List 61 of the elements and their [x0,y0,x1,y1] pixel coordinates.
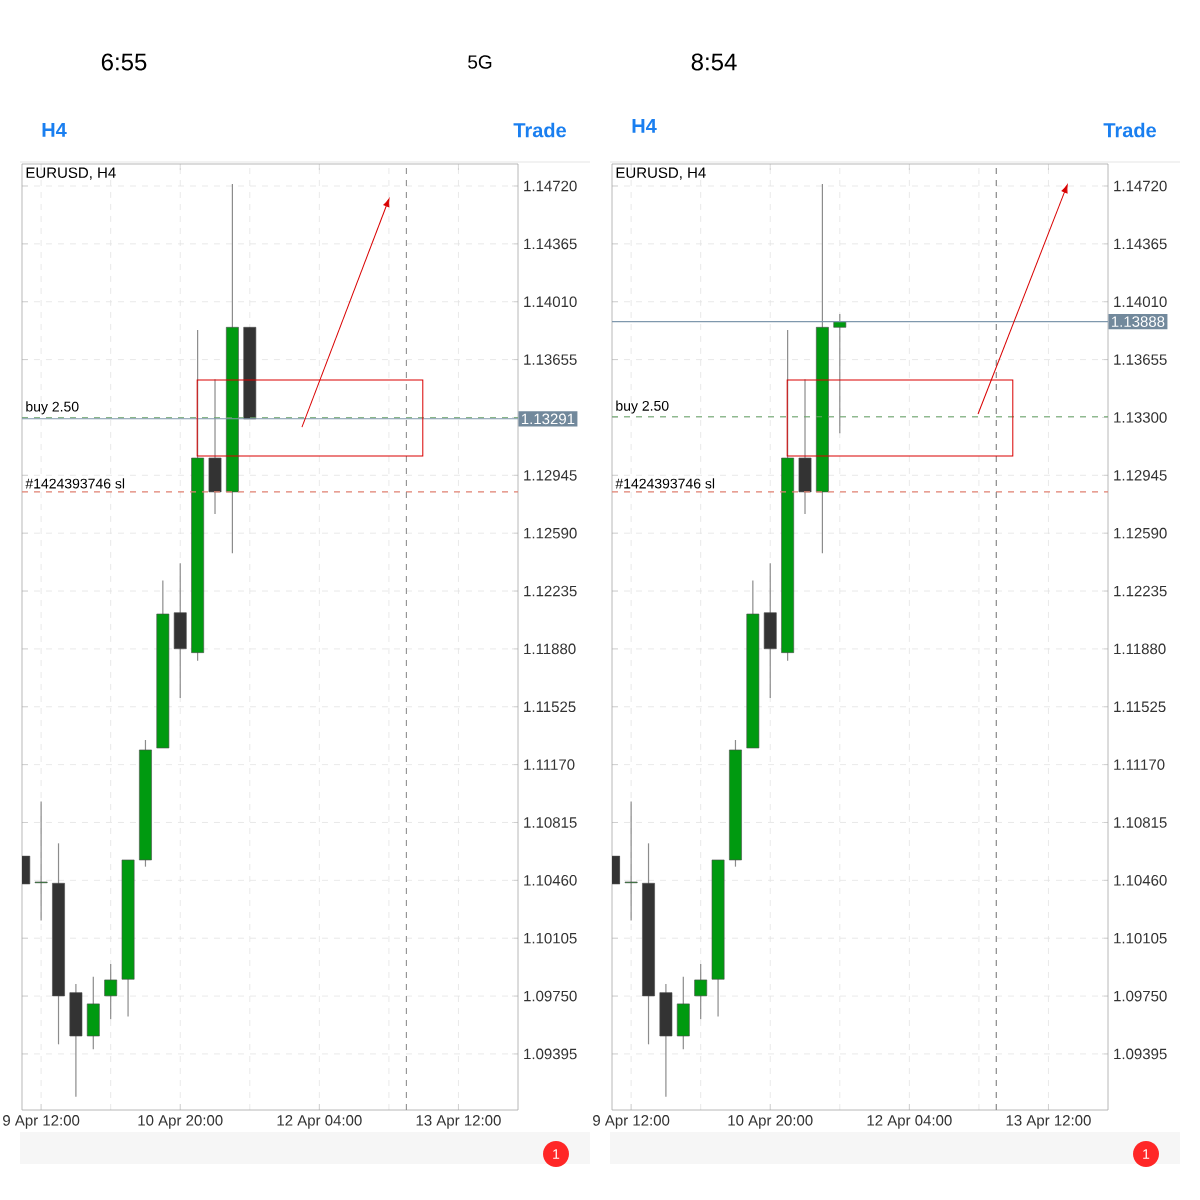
candlestick [624,801,638,922]
y-tick-label: 1.13300 [1114,412,1167,423]
x-tick-label: 12 Apr 04:00 [867,1115,952,1129]
x-tick-label: 10 Apr 20:00 [728,1115,813,1129]
y-tick-label: 1.14010 [1114,296,1167,308]
y-tick-label: 1.10105 [524,932,577,944]
y-tick-label: 1.14365 [524,238,577,250]
text: 8:54 [691,53,737,71]
y-tick-label: 1.14720 [524,180,577,192]
candlestick [34,801,48,922]
y-tick-label: 1.12590 [524,527,577,539]
text: 6:55 [101,53,147,71]
y-tick-label: 1.14365 [1114,238,1167,250]
y-tick-label: 1.09395 [524,1048,577,1060]
y-tick-label: 1.10105 [1114,932,1167,944]
y-tick-label: 1.14720 [1114,180,1167,192]
text: H4 [42,123,67,137]
y-tick-label: 1.13655 [1114,354,1167,365]
text: Trade [1103,122,1157,138]
y-tick-label: 1.11170 [1114,759,1165,770]
text: Trade [513,122,567,138]
y-tick-label: 1.12590 [1114,527,1167,539]
candlestick [833,313,847,434]
y-tick-label: 1.10460 [1114,875,1167,886]
x-tick-label: 13 Apr 12:00 [1006,1115,1091,1129]
ref-line-label: buy 2.50 [616,400,669,414]
x-tick-label: 10 Apr 20:00 [138,1115,223,1129]
ref-line-label: 1.13291 [521,413,575,425]
y-tick-label: 1.10815 [524,817,577,828]
ref-line-label: buy 2.50 [26,401,79,415]
text: 5G [468,55,492,69]
ref-line-label: #1424393746 sl [615,478,715,489]
y-tick-label: 1.11880 [1114,643,1166,655]
y-tick-label: 1.09750 [1114,990,1167,1002]
x-tick-label: 9 Apr 12:00 [3,1115,80,1129]
text: 1 [553,1149,560,1159]
y-tick-label: 1.10460 [524,875,577,886]
ref-line-label: #1424393746 sl [25,478,125,489]
y-tick-label: 1.12235 [1114,585,1167,597]
y-tick-label: 1.12235 [524,585,577,597]
y-tick-label: 1.11525 [524,701,576,713]
y-tick-label: 1.11525 [1114,701,1166,713]
text: 1 [1143,1149,1150,1159]
x-tick-label: 12 Apr 04:00 [277,1115,362,1129]
y-tick-label: 1.13655 [524,354,577,365]
y-tick-label: 1.12945 [524,470,577,481]
y-tick-label: 1.11880 [524,643,576,655]
ref-line-label: 1.13888 [1111,316,1165,327]
text: H4 [632,119,657,133]
y-tick-label: 1.09395 [1114,1048,1167,1060]
chart-title: EURUSD, H4 [616,167,706,180]
y-tick-label: 1.10815 [1114,817,1167,828]
y-tick-label: 1.09750 [524,990,577,1002]
y-tick-label: 1.11170 [524,759,575,770]
y-tick-label: 1.14010 [524,296,577,308]
candlestick [104,963,118,1020]
x-tick-label: 9 Apr 12:00 [593,1115,670,1129]
candlestick [694,963,708,1020]
chart-title: EURUSD, H4 [26,167,116,180]
y-tick-label: 1.12945 [1114,470,1167,481]
x-tick-label: 13 Apr 12:00 [416,1115,501,1129]
